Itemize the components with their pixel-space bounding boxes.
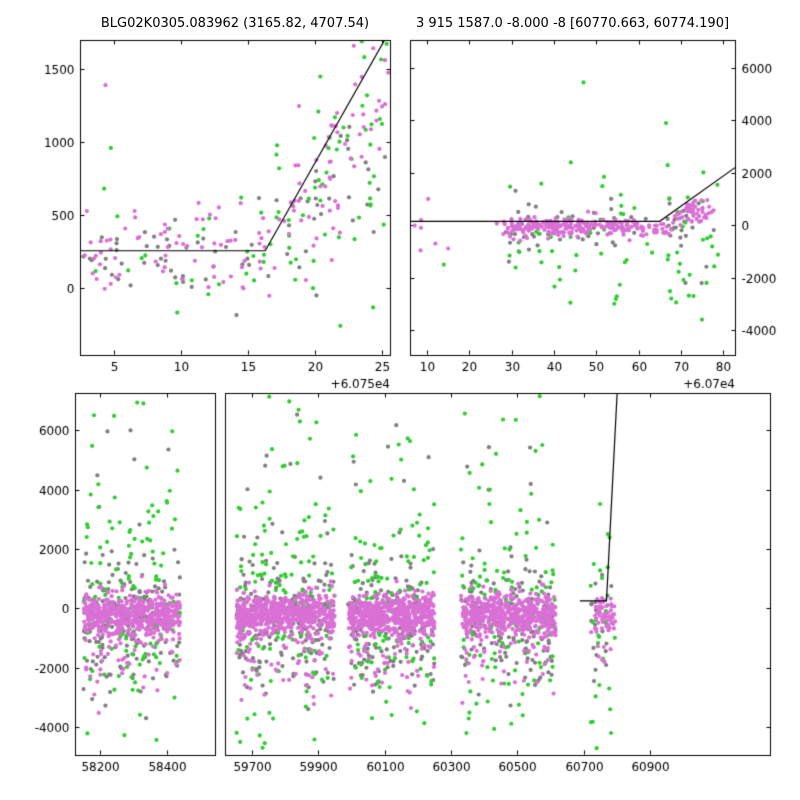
panel-title-right: 3 915 1587.0 -8.000 -8 [60770.663, 60774… [415, 16, 730, 31]
panel-title-left: BLG02K0305.083962 (3165.82, 4707.54) [100, 16, 370, 31]
